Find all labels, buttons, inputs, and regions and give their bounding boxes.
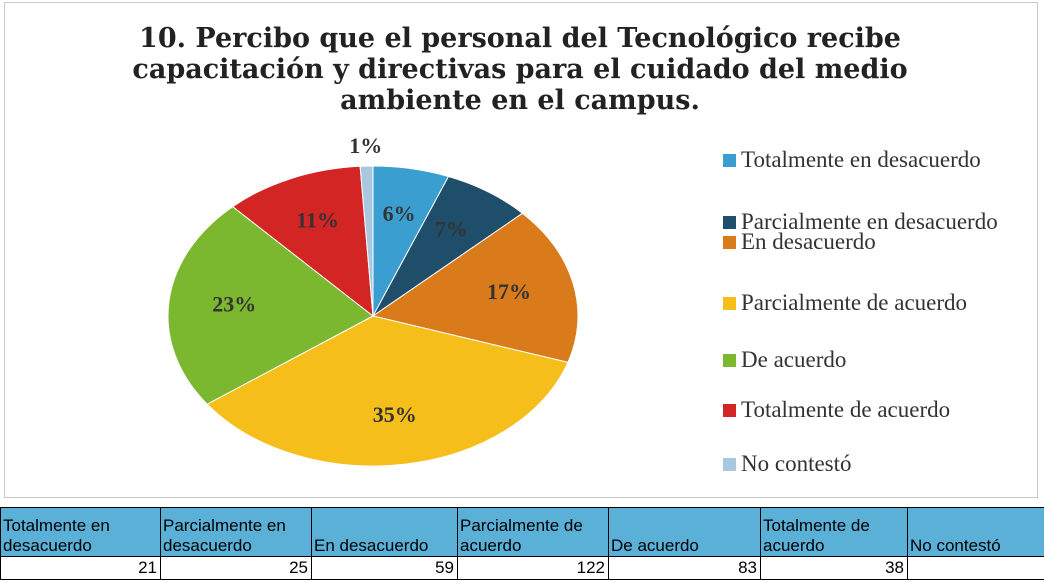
data-label: 11% xyxy=(296,207,339,232)
pie-slice xyxy=(371,212,579,363)
pie-slice xyxy=(231,165,374,318)
legend-item: De acuerdo xyxy=(723,347,1033,373)
pie-slice xyxy=(206,315,569,467)
legend-swatch xyxy=(723,297,736,310)
chart-area: 6% 7% 17% 35% 23% 11% 1% 10. Percibo que el pe… xyxy=(4,2,1038,498)
data-cell: 25 xyxy=(160,556,312,580)
legend-item: No contestó xyxy=(723,451,1033,477)
data-label: 1% xyxy=(349,133,382,158)
legend-swatch xyxy=(723,354,736,367)
legend-item: En desacuerdo xyxy=(723,229,1033,255)
chart-title: 10. Percibo que el personal del Tecnológ… xyxy=(132,23,908,116)
header-cell: Parcialmente de acuerdo xyxy=(457,507,609,557)
legend-item: Totalmente en desacuerdo xyxy=(723,147,1033,173)
pie-chart: 6% 7% 17% 35% 23% 11% 1% xyxy=(167,133,579,467)
legend-item: Totalmente de acuerdo xyxy=(723,397,1033,423)
legend-label: No contestó xyxy=(741,451,852,476)
legend-label: Parcialmente en desacuerdo xyxy=(741,209,998,234)
header-cell: Parcialmente en desacuerdo xyxy=(160,507,312,557)
legend-item: Parcialmente en desacuerdo xyxy=(723,209,1033,235)
legend-swatch xyxy=(723,458,736,471)
data-table: Totalmente en desacuerdo Parcialmente en … xyxy=(0,507,1044,580)
data-cell: 38 xyxy=(760,556,908,580)
header-cell: No contestó xyxy=(907,507,1044,557)
legend-swatch xyxy=(723,154,736,167)
legend-label: Totalmente de acuerdo xyxy=(741,397,951,422)
legend-label: Parcialmente de acuerdo xyxy=(741,290,968,315)
legend-label: En desacuerdo xyxy=(741,229,876,254)
legend-swatch xyxy=(723,216,736,229)
pie-slice xyxy=(359,165,374,317)
header-cell: De acuerdo xyxy=(608,507,761,557)
data-label: 7% xyxy=(435,217,468,242)
data-cell: 83 xyxy=(608,556,761,580)
header-cell: Totalmente en desacuerdo xyxy=(0,507,161,557)
data-label: 17% xyxy=(487,279,531,304)
header-row: Totalmente en desacuerdo Parcialmente en … xyxy=(0,507,1044,557)
legend-swatch xyxy=(723,404,736,417)
data-cell: 59 xyxy=(311,556,458,580)
data-cell: 21 xyxy=(0,556,161,580)
data-label: 6% xyxy=(383,201,416,226)
legend-label: Totalmente en desacuerdo xyxy=(741,147,981,172)
header-cell: En desacuerdo xyxy=(311,507,458,557)
header-cell: Totalmente de acuerdo xyxy=(760,507,908,557)
legend-item: Parcialmente de acuerdo xyxy=(723,290,1033,316)
data-cell xyxy=(907,556,1044,580)
data-label: 23% xyxy=(212,291,256,316)
data-label: 35% xyxy=(373,402,417,427)
data-cell: 122 xyxy=(457,556,609,580)
data-row: 21 25 59 122 83 38 xyxy=(0,556,1044,580)
pie-slice xyxy=(167,206,374,405)
legend-label: De acuerdo xyxy=(741,347,847,372)
legend-swatch xyxy=(723,236,736,249)
